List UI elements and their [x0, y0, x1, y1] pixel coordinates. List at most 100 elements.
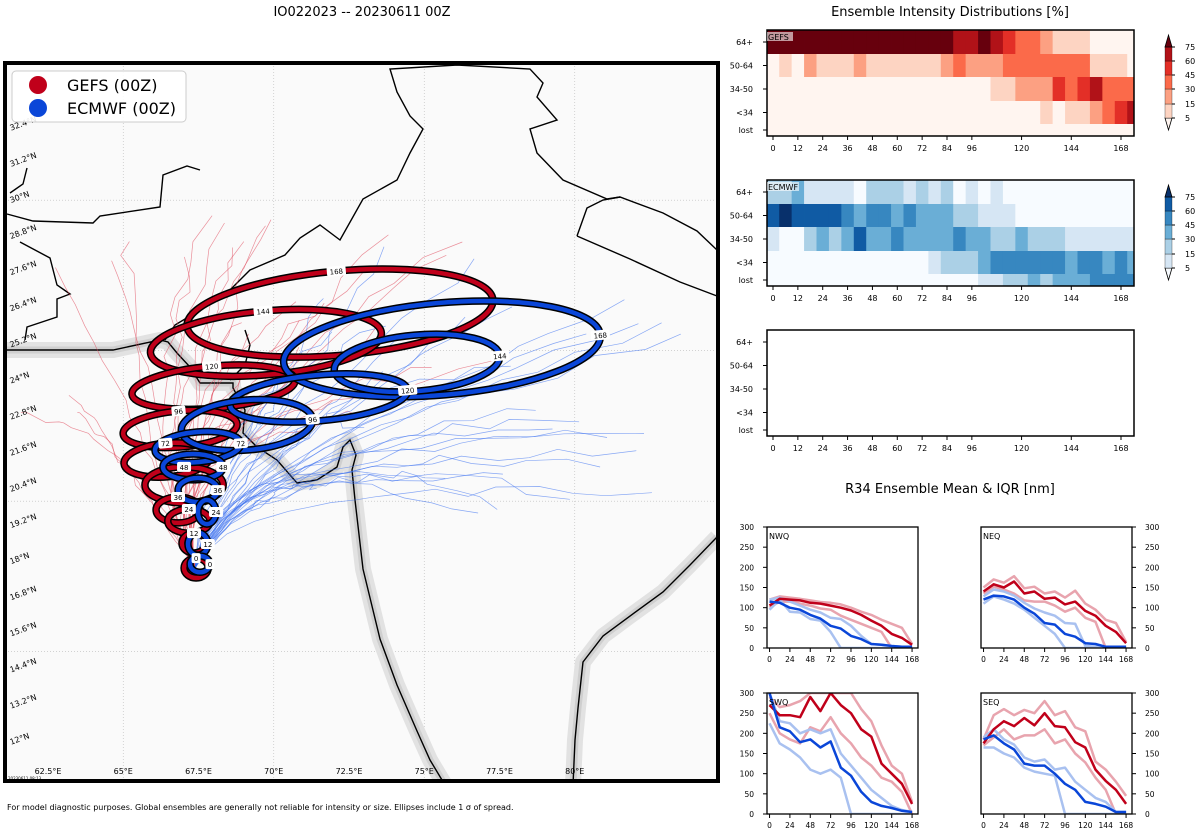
series-gefs-mean	[982, 711, 1128, 805]
heatmap-cell	[1127, 30, 1134, 55]
heatmap-cell	[891, 204, 904, 228]
series-ecmwf-mean	[769, 600, 913, 648]
x-tick-label: 48	[1019, 655, 1029, 664]
ellipse-hour-label: 48	[180, 464, 189, 472]
y-tick-label: 100	[1145, 770, 1160, 779]
heatmap-cell	[878, 30, 892, 55]
map-frame	[3, 61, 720, 783]
heatmap-cell	[940, 54, 954, 78]
ellipse-label-bg	[158, 437, 173, 449]
gefs-ellipse-label-144: 144	[253, 305, 273, 317]
heatmap-cell	[1102, 180, 1116, 205]
series-ecmwf-mean	[768, 693, 913, 814]
y-tick-label: 250	[740, 543, 755, 552]
heatmap-cell	[990, 77, 1004, 102]
heatmap-cell	[841, 77, 855, 102]
ellipse-label-bg	[397, 384, 418, 396]
gefs-ellipse-label-72: 72	[158, 437, 173, 449]
heatmap-cell	[828, 30, 842, 55]
coastline	[572, 536, 718, 781]
colorbar-gefs: 5 15 30 45 60 75	[1164, 33, 1195, 132]
heatmap-cell	[940, 274, 954, 286]
heatmap-cell	[1127, 227, 1134, 252]
ellipse-hour-label: 96	[174, 408, 184, 417]
x-tick-label: 48	[805, 821, 815, 830]
ellipse-hour-label: 24	[211, 509, 220, 517]
y-tick-label: 100	[1145, 604, 1160, 613]
heatmap-cell	[816, 180, 830, 205]
heatmap-cell	[1052, 54, 1066, 78]
legend-marker-gefs	[29, 76, 47, 94]
ensemble-member-track	[194, 323, 639, 569]
heatmap-cell	[1102, 124, 1116, 136]
ellipse-hour-label: 168	[593, 331, 607, 340]
series-gefs-mean	[768, 693, 914, 805]
series-ecmwf-mean	[983, 594, 1127, 648]
heatmap-cell	[903, 54, 917, 78]
heatmap-cell	[791, 30, 805, 55]
panel-quadrant-label: SEQ	[983, 698, 999, 707]
ensemble-member-track	[194, 454, 601, 569]
heatmap-cell	[1002, 124, 1016, 136]
colorbar-tick-label: 75	[1185, 193, 1195, 202]
x-tick-label: 144	[885, 821, 900, 830]
heatmap-cell	[928, 227, 942, 252]
heatmap-cell	[779, 274, 793, 286]
heatmap-cell	[1089, 101, 1103, 125]
heatmap-cell	[990, 180, 1004, 205]
ellipse-label-bg	[210, 485, 225, 496]
colorbar-tick-label: 45	[1185, 221, 1195, 230]
heatmap-cell	[1052, 274, 1066, 286]
heatmap-cell	[953, 54, 967, 78]
lon-tick-label: 72.5°E	[336, 767, 363, 776]
row-tick-label: lost	[739, 426, 753, 435]
heatmap-cell	[1040, 180, 1054, 205]
heatmap-cell	[767, 101, 780, 125]
heatmap-cell	[891, 30, 904, 55]
heatmap-cell	[866, 274, 880, 286]
row-tick-label: 34-50	[730, 235, 753, 244]
heatmap-cell	[903, 30, 917, 55]
heatmap-cell	[816, 204, 830, 228]
colorbar-extend-low	[1164, 267, 1173, 282]
heatmap-cell	[940, 251, 954, 275]
x-tick-label: 120	[1078, 821, 1093, 830]
heatmap-cell	[828, 101, 842, 125]
x-tick-label: 12	[793, 144, 803, 153]
heatmap-cell	[828, 54, 842, 78]
ellipse-label-bg	[205, 559, 215, 570]
ensemble-member-track	[194, 470, 446, 569]
heatmap-cell	[791, 227, 805, 252]
heatmap-cell	[853, 227, 867, 252]
heatmap-cell	[1027, 54, 1041, 78]
heatmap-cell	[965, 101, 979, 125]
heatmap-cell	[1127, 124, 1134, 136]
row-tick-label: 34-50	[730, 85, 753, 94]
heatmap-cell	[953, 251, 967, 275]
colorbar-tick-label: 75	[1185, 43, 1195, 52]
heatmap-cell	[1002, 204, 1016, 228]
gefs-ellipse-label-48: 48	[177, 461, 192, 472]
lon-tick-label: 80°E	[565, 767, 584, 776]
coastline	[5, 339, 444, 781]
heatmap-cell	[903, 204, 917, 228]
y-tick-label: 150	[740, 750, 755, 759]
legend-label: ECMWF (00Z)	[67, 99, 176, 118]
heatmap-cell	[804, 30, 817, 55]
ellipse-hour-label: 72	[236, 440, 246, 449]
heatmap-cell	[1065, 54, 1078, 78]
heatmap-cell	[965, 124, 979, 136]
heatmap-cell	[1002, 180, 1016, 205]
heatmap-cell	[915, 227, 929, 252]
heatmap-cell	[928, 204, 942, 228]
x-tick-label: 168	[1113, 144, 1128, 153]
y-tick-label: 100	[740, 604, 755, 613]
heatmap-cell	[1052, 77, 1066, 102]
heatmap-model-label: GEFS	[768, 33, 789, 42]
heatmap-cell	[866, 180, 880, 205]
x-tick-label: 12	[793, 294, 803, 303]
heatmap-cell	[1052, 101, 1066, 125]
series-ecmwf-mean	[983, 734, 1127, 814]
heatmap-cell	[853, 180, 867, 205]
heatmap-cell	[953, 227, 967, 252]
